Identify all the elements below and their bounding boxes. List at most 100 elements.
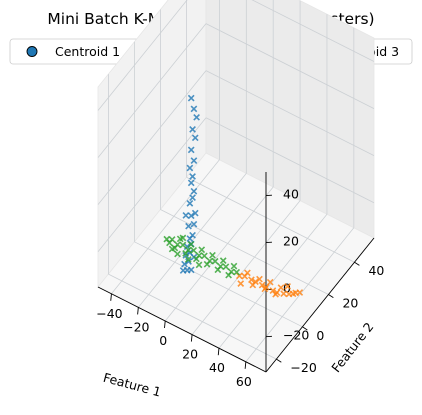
x-tick-label: 60 [236, 374, 252, 389]
point-series-1 [189, 194, 196, 201]
x-tick-mark [244, 361, 247, 369]
y-tick-label: 40 [368, 263, 384, 278]
point-series-3 [179, 234, 187, 242]
point-series-3 [195, 261, 203, 269]
y-tick-label: −20 [290, 360, 316, 375]
y-axis-label: Feature 2 [328, 319, 376, 375]
grid-x-floor [164, 186, 274, 322]
point-series-3 [211, 257, 219, 265]
x-tick-label: 20 [182, 347, 198, 362]
y-tick-mark [276, 358, 282, 363]
point-series-1 [190, 220, 198, 228]
grid-x-floor [191, 200, 301, 335]
grid-z-left [97, 23, 207, 158]
grid-x-floor [218, 213, 328, 349]
x-axis-line [97, 286, 267, 373]
point-series-1 [190, 187, 198, 195]
point-series-1 [187, 146, 195, 154]
point-series-1 [187, 94, 195, 102]
point-series-2 [244, 269, 251, 277]
point-series-1 [182, 212, 190, 219]
point-series-1 [191, 209, 199, 217]
point-series-3 [179, 241, 187, 249]
x-tick-mark [190, 334, 193, 342]
grid-x-floor [245, 227, 355, 363]
point-series-1 [185, 258, 192, 265]
point-series-2 [289, 290, 297, 298]
x-axis-label: Feature 1 [102, 370, 163, 400]
point-series-1 [190, 105, 198, 113]
legend-marker-1 [26, 46, 38, 57]
point-series-1 [190, 157, 198, 165]
point-series-2 [256, 275, 263, 283]
grid-z-left [97, 0, 188, 111]
y-tick-label: 20 [342, 296, 358, 311]
point-series-1 [185, 222, 192, 230]
y-tick-mark [354, 261, 360, 266]
grid-y-floor [186, 176, 355, 263]
z-tick-label: −20 [283, 328, 309, 343]
point-series-3 [192, 255, 200, 263]
point-series-3 [198, 246, 206, 254]
y-axis-line [265, 237, 375, 373]
grid-z-left [97, 117, 207, 252]
point-series-3 [225, 271, 232, 279]
y-tick-mark [328, 294, 334, 299]
x-tick-mark [137, 307, 139, 315]
point-series-1 [193, 113, 200, 121]
x-tick-label: 40 [209, 360, 225, 375]
point-series-3 [184, 256, 192, 263]
grid-x-floor [111, 159, 220, 295]
point-series-3 [168, 245, 176, 253]
grid-z-back [251, 0, 375, 62]
point-series-1 [191, 134, 199, 142]
y-tick-mark [302, 326, 308, 331]
grid-z-back [205, 117, 375, 204]
point-series-2 [266, 278, 274, 286]
legend-label-1: Centroid 1 [55, 44, 120, 59]
point-series-3 [190, 247, 198, 254]
point-series-2 [272, 290, 279, 298]
grid-z-back [205, 23, 375, 109]
point-series-1 [182, 252, 190, 259]
x-tick-label: −40 [96, 306, 122, 321]
x-tick-label: −20 [123, 319, 149, 334]
grid-z-left [97, 70, 207, 205]
grid-z-back [205, 70, 375, 157]
y-tick-label: 0 [316, 328, 324, 343]
point-series-1 [187, 212, 195, 220]
point-series-3 [187, 240, 195, 248]
point-series-3 [233, 268, 241, 276]
point-series-1 [179, 267, 187, 274]
x-tick-label: 0 [159, 333, 167, 348]
point-series-3 [163, 235, 171, 243]
point-series-3 [182, 250, 189, 257]
point-series-3 [219, 257, 227, 265]
x-tick-mark [164, 320, 166, 329]
point-series-2 [277, 284, 285, 291]
x-tick-mark [217, 348, 220, 356]
point-series-3 [222, 263, 230, 271]
point-series-3 [214, 266, 222, 274]
x-tick-mark [110, 293, 112, 301]
point-series-2 [237, 280, 245, 287]
point-series-1 [189, 126, 196, 133]
point-series-2 [284, 283, 292, 290]
point-series-1 [189, 173, 196, 180]
point-series-2 [261, 285, 269, 293]
point-series-3 [201, 252, 208, 260]
point-series-2 [296, 289, 304, 296]
point-series-3 [209, 251, 216, 259]
point-series-1 [186, 235, 194, 242]
grid-y-floor [108, 273, 277, 360]
point-series-1 [187, 179, 195, 187]
point-series-3 [174, 250, 181, 258]
point-series-2 [248, 276, 255, 284]
grid-y-floor [134, 241, 303, 328]
point-series-3 [203, 260, 211, 268]
point-series-2 [280, 290, 288, 298]
grid-y-floor [160, 209, 329, 295]
z-tick-label: 20 [283, 234, 299, 249]
z-tick-label: 40 [283, 187, 299, 202]
